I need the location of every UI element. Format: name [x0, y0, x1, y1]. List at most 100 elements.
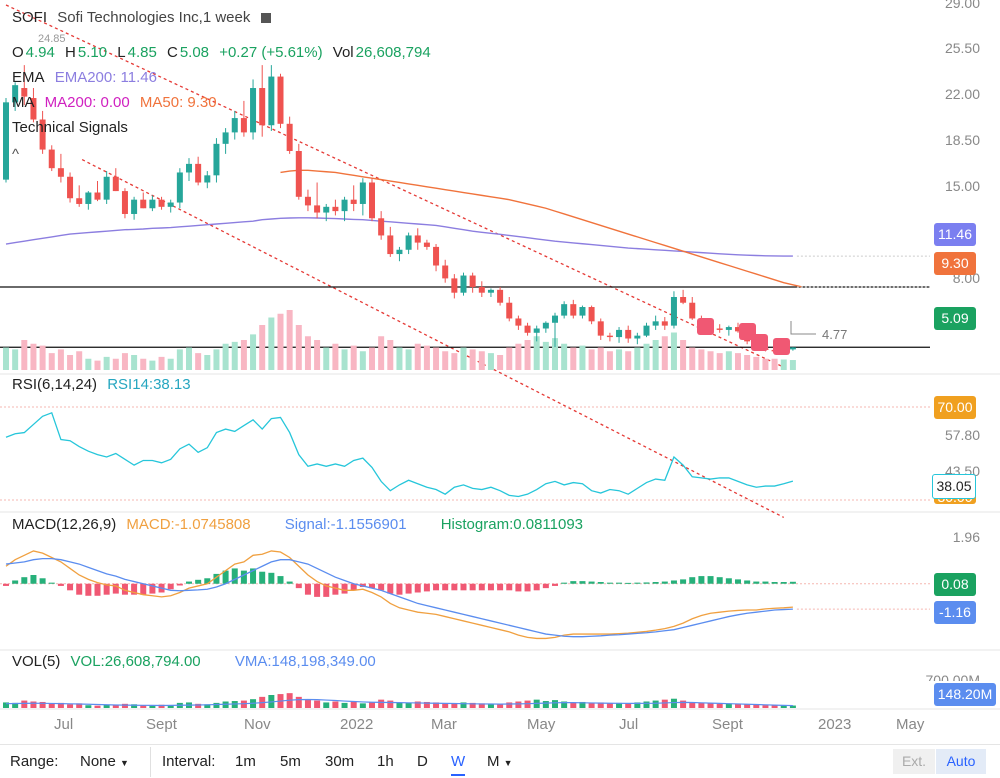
- candle-body: [716, 328, 723, 330]
- volume-bar: [460, 702, 467, 708]
- ma200-value: MA200: 0.00: [44, 94, 130, 111]
- overlay-volume-bar: [131, 355, 138, 370]
- candle-body: [12, 85, 19, 103]
- interval-1h[interactable]: 1h: [377, 753, 394, 770]
- rsi-title: RSI(6,14,24): [12, 376, 98, 393]
- volume-bar: [323, 702, 330, 708]
- candle-body: [21, 88, 28, 97]
- technical-signals-toggle[interactable]: Technical Signals: [12, 119, 128, 136]
- candle-body: [634, 335, 641, 339]
- macd-histogram-bar: [268, 572, 275, 584]
- overlay-volume-bar: [789, 360, 796, 370]
- macd-histogram-bar: [460, 583, 467, 591]
- candle-body: [176, 172, 183, 203]
- candle-body: [295, 151, 302, 197]
- overlay-volume-bar: [323, 347, 330, 370]
- macd-histogram-bar: [295, 583, 302, 589]
- macd-histogram-bar: [76, 583, 83, 595]
- macd-histogram-bar: [231, 568, 238, 584]
- volume-bar: [442, 703, 449, 708]
- x-axis-label: Sept: [712, 716, 743, 733]
- candle-body: [3, 102, 9, 180]
- ma50-price-tag: 9.30: [934, 252, 976, 275]
- candle-body: [213, 143, 220, 176]
- overlay-volume-bar: [533, 336, 540, 370]
- candle-body: [414, 235, 421, 243]
- overlay-volume-bar: [561, 343, 568, 370]
- overlay-volume-bar: [158, 356, 165, 370]
- signal-marker: [773, 338, 790, 355]
- interval-m-select[interactable]: M ▼: [487, 753, 513, 770]
- candle-body: [570, 304, 577, 316]
- macd-histogram-bar: [30, 575, 37, 584]
- interval-30m[interactable]: 30m: [325, 753, 355, 770]
- ma-legend[interactable]: MA MA200: 0.00 MA50: 9.30: [12, 94, 223, 112]
- overlay-volume-bar: [597, 347, 604, 370]
- high-marker: 24.85: [38, 33, 66, 45]
- auto-toggle[interactable]: Auto: [936, 749, 986, 774]
- macd-histogram-bar: [103, 583, 110, 595]
- volume-bar: [744, 704, 751, 708]
- candle-body: [542, 322, 549, 329]
- overlay-volume-bar: [661, 336, 668, 370]
- candle-body: [314, 205, 321, 213]
- overlay-volume-bar: [643, 343, 650, 370]
- candle-body: [231, 118, 238, 133]
- overlay-volume-bar: [780, 359, 787, 370]
- chart-header: SOFI Sofi Technologies Inc,1 week: [12, 9, 277, 27]
- x-axis-label: Nov: [244, 716, 271, 733]
- overlay-volume-bar: [570, 347, 577, 370]
- macd-histogram-bar: [735, 579, 741, 584]
- macd-histogram-bar: [67, 583, 74, 591]
- candle-body: [158, 199, 165, 207]
- menu-icon[interactable]: [260, 13, 271, 24]
- macd-hist-tag: 0.08: [934, 573, 976, 596]
- x-axis-label: 2023: [818, 716, 852, 733]
- instrument-name: Sofi Technologies Inc,1 week: [57, 9, 251, 26]
- volume-bar: [103, 704, 110, 708]
- candle-body: [478, 286, 485, 293]
- macd-histogram-bar: [661, 581, 668, 584]
- collapse-icon[interactable]: ^: [12, 146, 20, 163]
- candle-body: [606, 335, 613, 338]
- candle-body: [625, 329, 632, 339]
- candle-body: [433, 246, 440, 266]
- volume-bar: [771, 705, 778, 708]
- overlay-volume-bar: [451, 353, 458, 370]
- range-label: Range:: [10, 753, 59, 770]
- macd-histogram-bar: [606, 582, 613, 584]
- interval-5m[interactable]: 5m: [280, 753, 301, 770]
- candle-body: [112, 176, 119, 192]
- high-label: H: [65, 44, 76, 61]
- candle-body: [121, 191, 128, 214]
- ext-toggle[interactable]: Ext.: [893, 749, 935, 774]
- volume-bar: [606, 703, 613, 708]
- overlay-volume-bar: [670, 332, 677, 370]
- price-axis-label: 25.50: [944, 40, 980, 56]
- macd-histogram-bar: [780, 582, 787, 584]
- candle-body: [451, 278, 458, 293]
- volume-bar: [478, 703, 485, 708]
- volume-bar: [30, 701, 37, 708]
- volume-bar: [735, 703, 741, 708]
- macd-histogram-bar: [771, 582, 778, 584]
- chart-canvas[interactable]: [0, 0, 1000, 744]
- candle-body: [369, 182, 375, 219]
- overlay-volume-bar: [698, 349, 705, 370]
- macd-histogram-bar: [442, 583, 449, 591]
- interval-1m[interactable]: 1m: [235, 753, 256, 770]
- vol-title: VOL(5): [12, 653, 61, 670]
- volume-bar: [634, 702, 641, 708]
- volume-label: Vol: [332, 44, 354, 61]
- ema-legend[interactable]: EMA EMA200: 11.46: [12, 69, 163, 87]
- interval-w[interactable]: W: [451, 753, 466, 776]
- volume-bar: [67, 704, 74, 708]
- change-value: +0.27 (+5.61%): [219, 44, 323, 61]
- interval-d[interactable]: D: [417, 753, 428, 770]
- volume-bar: [121, 703, 128, 708]
- volume-bar: [213, 702, 220, 708]
- range-select[interactable]: None ▼: [80, 753, 129, 770]
- volume-bar: [369, 702, 375, 708]
- histogram-value: Histogram:0.0811093: [440, 516, 584, 533]
- macd-histogram-bar: [469, 583, 476, 591]
